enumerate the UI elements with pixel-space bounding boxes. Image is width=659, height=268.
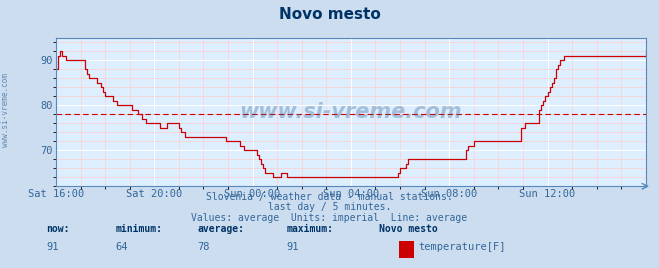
Text: minimum:: minimum: — [115, 224, 162, 234]
Text: last day / 5 minutes.: last day / 5 minutes. — [268, 202, 391, 212]
Text: Novo mesto: Novo mesto — [279, 7, 380, 22]
Text: 91: 91 — [46, 242, 59, 252]
Text: average:: average: — [198, 224, 244, 234]
Text: Novo mesto: Novo mesto — [379, 224, 438, 234]
Text: maximum:: maximum: — [287, 224, 333, 234]
Text: Slovenia / weather data - manual stations.: Slovenia / weather data - manual station… — [206, 192, 453, 202]
Text: 64: 64 — [115, 242, 128, 252]
Text: Values: average  Units: imperial  Line: average: Values: average Units: imperial Line: av… — [191, 213, 468, 223]
Text: 91: 91 — [287, 242, 299, 252]
Text: temperature[F]: temperature[F] — [418, 242, 506, 252]
Text: www.si-vreme.com: www.si-vreme.com — [240, 102, 462, 122]
Text: now:: now: — [46, 224, 70, 234]
Text: 78: 78 — [198, 242, 210, 252]
Text: www.si-vreme.com: www.si-vreme.com — [1, 73, 10, 147]
